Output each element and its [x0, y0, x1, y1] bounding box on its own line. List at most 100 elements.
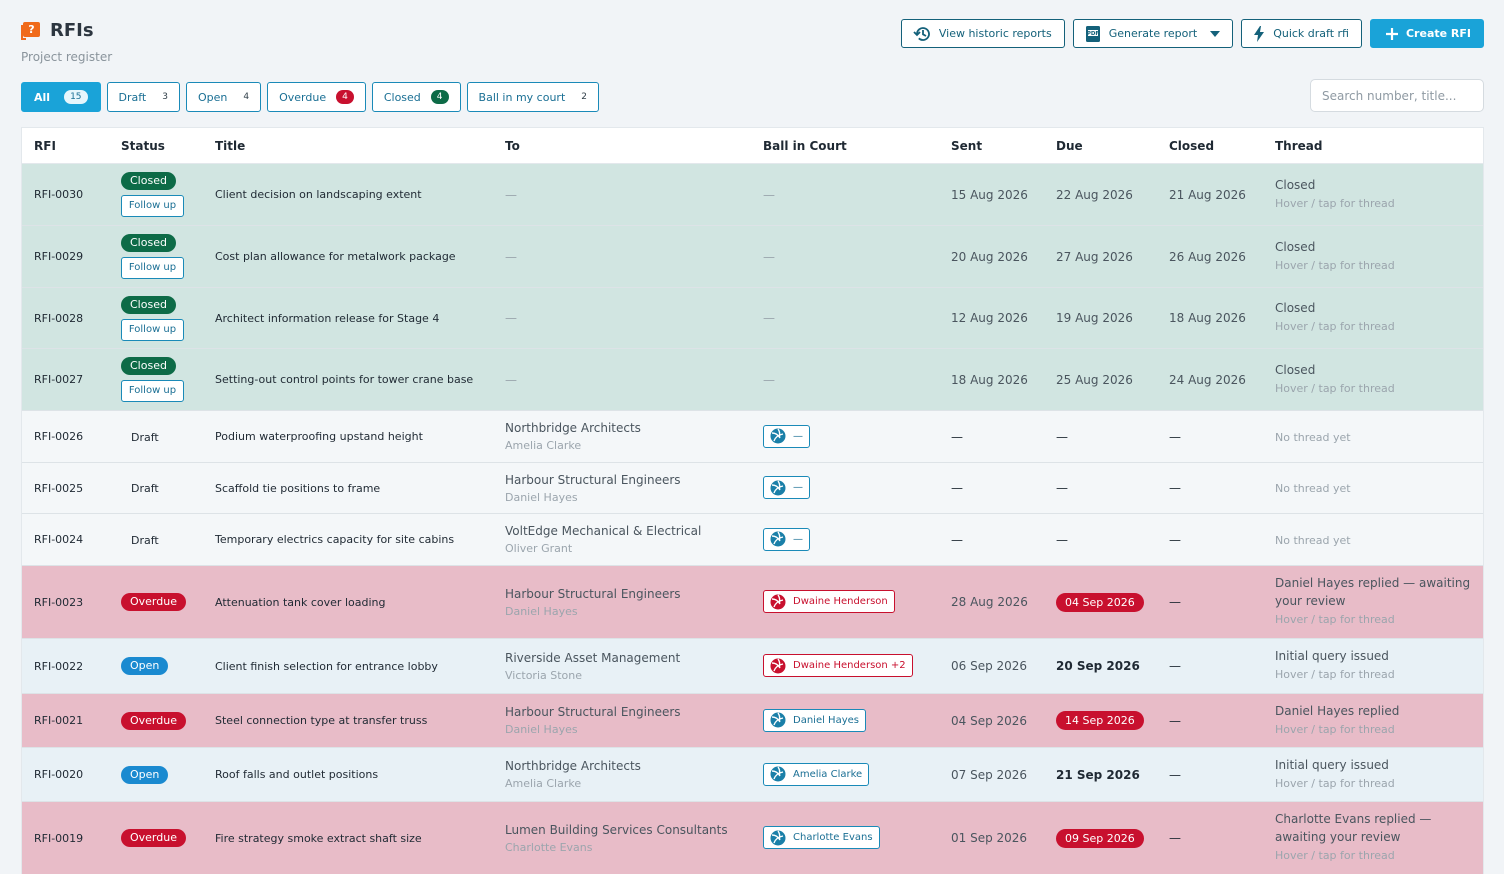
- generate-report-button[interactable]: PDF Generate report: [1072, 19, 1234, 48]
- table-row[interactable]: RFI-0026 Draft Podium waterproofing upstan…: [22, 411, 1483, 463]
- due-date: 19 Aug 2026: [1056, 311, 1133, 325]
- thread-hint[interactable]: Hover / tap for thread: [1275, 258, 1395, 272]
- column-header-to[interactable]: To: [505, 138, 520, 153]
- thread-cell[interactable]: Daniel Hayes replied — awaiting your rev…: [1263, 574, 1485, 630]
- thread-cell[interactable]: No thread yet: [1263, 533, 1485, 547]
- column-header-ball-in-court[interactable]: Ball in Court: [763, 138, 847, 153]
- rfi-number[interactable]: RFI-0019: [34, 831, 84, 845]
- table-row[interactable]: RFI-0024 Draft Temporary electrics capacit…: [22, 514, 1483, 566]
- thread-cell[interactable]: Daniel Hayes replied Hover / tap for thre…: [1263, 702, 1485, 740]
- column-header-status[interactable]: Status: [121, 138, 165, 153]
- thread-hint[interactable]: Hover / tap for thread: [1275, 668, 1395, 681]
- thread-cell[interactable]: Charlotte Evans replied — awaiting your …: [1263, 810, 1485, 866]
- thread-cell[interactable]: No thread yet: [1263, 481, 1485, 495]
- ball-in-court-cell: Dwaine Henderson +2: [751, 654, 939, 678]
- column-header-closed[interactable]: Closed: [1169, 138, 1215, 153]
- quick-draft-rfi-button[interactable]: Quick draft rfi: [1241, 19, 1362, 48]
- table-row[interactable]: RFI-0027 Closed Follow up Setting-out contr…: [22, 349, 1483, 411]
- ball-in-court-button[interactable]: —: [763, 476, 810, 500]
- status-badge: Closed: [121, 357, 176, 375]
- table-row[interactable]: RFI-0025 Draft Scaffold tie positions to f…: [22, 463, 1483, 514]
- thread-cell[interactable]: Initial query issued Hover / tap for thre…: [1263, 647, 1485, 685]
- thread-cell[interactable]: Closed Hover / tap for thread: [1263, 299, 1485, 337]
- column-header-sent[interactable]: Sent: [951, 138, 983, 153]
- rfi-title[interactable]: Scaffold tie positions to frame: [215, 481, 381, 495]
- closed-cell: 18 Aug 2026: [1157, 311, 1263, 325]
- rfi-number[interactable]: RFI-0028: [34, 311, 84, 325]
- table-row[interactable]: RFI-0030 Closed Follow up Client decision o…: [22, 164, 1483, 226]
- thread-summary: Closed: [1275, 239, 1316, 254]
- thread-hint[interactable]: Hover / tap for thread: [1275, 196, 1395, 210]
- thread-cell[interactable]: Closed Hover / tap for thread: [1263, 176, 1485, 214]
- ball-in-court-button[interactable]: Dwaine Henderson: [763, 590, 895, 614]
- empty-value: —: [505, 249, 517, 264]
- ball-in-court-button[interactable]: —: [763, 527, 810, 551]
- view-historic-reports-button[interactable]: View historic reports: [900, 19, 1065, 48]
- column-header-title[interactable]: Title: [215, 138, 246, 153]
- table-row[interactable]: RFI-0020 Open Roof falls and outlet positi…: [22, 748, 1483, 802]
- create-rfi-button[interactable]: Create RFI: [1369, 19, 1484, 48]
- chevron-down-icon: [1210, 30, 1221, 37]
- rfi-number[interactable]: RFI-0026: [34, 430, 84, 443]
- thread-hint[interactable]: Hover / tap for thread: [1275, 613, 1395, 626]
- rfi-number[interactable]: RFI-0030: [34, 188, 84, 201]
- rfi-number[interactable]: RFI-0027: [34, 373, 84, 386]
- ball-in-court-button[interactable]: Charlotte Evans: [763, 826, 880, 850]
- rfi-title[interactable]: Cost plan allowance for metalwork packag…: [215, 250, 456, 263]
- rfi-number[interactable]: RFI-0021: [34, 714, 84, 727]
- follow-up-button[interactable]: Follow up: [121, 257, 184, 279]
- rfi-number[interactable]: RFI-0023: [34, 595, 84, 609]
- rfi-title[interactable]: Client finish selection for entrance lob…: [215, 659, 438, 673]
- rfi-title[interactable]: Temporary electrics capacity for site ca…: [215, 533, 455, 546]
- ball-in-court-button[interactable]: Amelia Clarke: [763, 762, 870, 786]
- rfi-title[interactable]: Podium waterproofing upstand height: [215, 430, 423, 443]
- ball-in-court-button[interactable]: —: [763, 424, 810, 448]
- rfi-number[interactable]: RFI-0020: [34, 768, 84, 781]
- filter-overdue[interactable]: Overdue 4: [267, 82, 366, 112]
- rfi-title[interactable]: Client decision on landscaping extent: [215, 188, 422, 201]
- thread-cell[interactable]: Closed Hover / tap for thread: [1263, 238, 1485, 276]
- filter-ball-in-my-court[interactable]: Ball in my court 2: [466, 82, 599, 112]
- thread-hint[interactable]: Hover / tap for thread: [1275, 320, 1395, 333]
- filter-draft[interactable]: Draft 3: [106, 82, 180, 112]
- table-row[interactable]: RFI-0019 Overdue Fire strategy smoke extra…: [22, 802, 1483, 874]
- thread-hint[interactable]: Hover / tap for thread: [1275, 776, 1395, 790]
- column-header-thread[interactable]: Thread: [1275, 138, 1323, 153]
- column-header-due[interactable]: Due: [1056, 138, 1083, 153]
- due-cell: —: [1044, 533, 1157, 547]
- follow-up-button[interactable]: Follow up: [121, 380, 184, 402]
- rfi-number[interactable]: RFI-0024: [34, 533, 84, 546]
- rfi-title[interactable]: Attenuation tank cover loading: [215, 595, 386, 609]
- empty-value: —: [951, 429, 963, 444]
- table-row[interactable]: RFI-0022 Open Client finish selection for …: [22, 639, 1483, 694]
- thread-cell[interactable]: Initial query issued Hover / tap for thre…: [1263, 756, 1485, 794]
- rfi-title[interactable]: Architect information release for Stage …: [215, 311, 440, 325]
- follow-up-button[interactable]: Follow up: [121, 318, 184, 341]
- closed-cell: —: [1157, 831, 1263, 845]
- rfi-title[interactable]: Roof falls and outlet positions: [215, 768, 379, 781]
- column-header-rfi[interactable]: RFI: [34, 138, 56, 153]
- rfi-number[interactable]: RFI-0029: [34, 250, 84, 263]
- thread-hint[interactable]: Hover / tap for thread: [1275, 849, 1395, 862]
- thread-cell[interactable]: Closed Hover / tap for thread: [1263, 361, 1485, 399]
- rfi-title[interactable]: Fire strategy smoke extract shaft size: [215, 831, 422, 845]
- ball-in-court-button[interactable]: Daniel Hayes: [763, 708, 866, 732]
- rfi-number[interactable]: RFI-0022: [34, 659, 84, 673]
- table-row[interactable]: RFI-0029 Closed Follow up Cost plan allowan…: [22, 226, 1483, 288]
- table-row[interactable]: RFI-0023 Overdue Attenuation tank cover lo…: [22, 566, 1483, 639]
- search-input[interactable]: [1310, 79, 1484, 112]
- filter-open[interactable]: Open 4: [185, 82, 262, 112]
- filter-closed[interactable]: Closed 4: [371, 82, 461, 112]
- rfi-title[interactable]: Setting-out control points for tower cra…: [215, 373, 474, 386]
- filter-all[interactable]: All 15: [21, 82, 101, 112]
- thread-summary: Charlotte Evans replied — awaiting your …: [1275, 812, 1432, 844]
- thread-hint[interactable]: Hover / tap for thread: [1275, 381, 1395, 395]
- thread-cell[interactable]: No thread yet: [1263, 430, 1485, 444]
- rfi-number[interactable]: RFI-0025: [34, 481, 84, 495]
- table-row[interactable]: RFI-0021 Overdue Steel connection type at …: [22, 694, 1483, 748]
- rfi-title[interactable]: Steel connection type at transfer truss: [215, 714, 428, 727]
- follow-up-button[interactable]: Follow up: [121, 195, 184, 217]
- table-row[interactable]: RFI-0028 Closed Follow up Architect informa…: [22, 288, 1483, 349]
- thread-hint[interactable]: Hover / tap for thread: [1275, 722, 1395, 736]
- ball-in-court-button[interactable]: Dwaine Henderson +2: [763, 654, 913, 678]
